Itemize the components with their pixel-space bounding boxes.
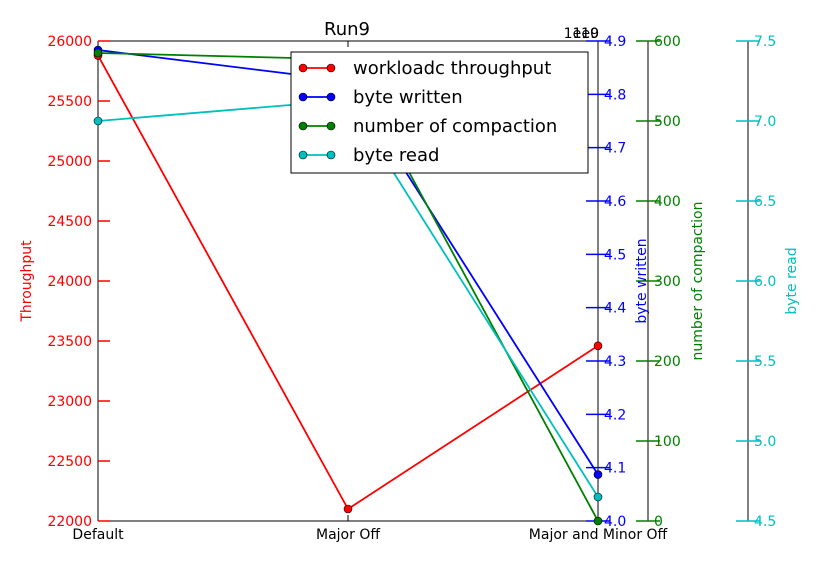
compactions-tick-label: 400 [654, 194, 681, 210]
bytes_read-axis-label: byte read [784, 247, 800, 314]
legend-marker [326, 121, 336, 131]
legend-label: byte read [353, 145, 439, 166]
bytes_read-tick-label: 5.5 [754, 354, 776, 370]
throughput-tick-label: 22000 [47, 514, 92, 530]
legend-label: number of compaction [353, 116, 557, 137]
throughput-tick-label: 25000 [47, 154, 92, 170]
legend-label: byte written [353, 87, 463, 108]
legend-marker [298, 92, 308, 102]
chart-title: Run9 [324, 19, 370, 40]
bytes_written-tick-label: 4.4 [604, 301, 626, 317]
bytes_read-tick-label: 4.5 [754, 514, 776, 530]
throughput-tick-label: 24000 [47, 274, 92, 290]
bytes_written-offset-text: 1e10 [564, 26, 599, 42]
throughput-tick-label: 22500 [47, 454, 92, 470]
data-point [593, 516, 603, 526]
bytes_written-tick-label: 4.0 [604, 514, 626, 530]
compactions-tick-label: 300 [654, 274, 681, 290]
legend-marker [298, 63, 308, 73]
bytes_written-tick-label: 4.1 [604, 461, 626, 477]
legend-marker [326, 92, 336, 102]
compactions-axis-label: number of compaction [690, 202, 706, 361]
legend-label: workloadc throughput [353, 58, 551, 79]
bytes_read-tick-label: 7.5 [754, 34, 776, 50]
bytes_read-tick-label: 6.5 [754, 194, 776, 210]
throughput-axis-label: Throughput [19, 240, 35, 323]
compactions-tick-label: 600 [654, 34, 681, 50]
legend-marker [298, 150, 308, 160]
bytes_written-tick-label: 4.6 [604, 194, 626, 210]
legend-marker [326, 150, 336, 160]
bytes_read-tick-label: 6.0 [754, 274, 776, 290]
bytes_read-tick-label: 7.0 [754, 114, 776, 130]
throughput-tick-label: 26000 [47, 34, 92, 50]
x-tick-label: Major Off [316, 527, 380, 543]
data-point [593, 470, 603, 479]
bytes_read-tick-label: 5.0 [754, 434, 776, 450]
x-tick-label: Default [72, 527, 124, 543]
throughput-tick-label: 24500 [47, 214, 92, 230]
legend-marker [298, 121, 308, 131]
compactions-tick-label: 100 [654, 434, 681, 450]
compactions-tick-label: 200 [654, 354, 681, 370]
bytes_written-tick-label: 4.5 [604, 247, 626, 263]
legend-marker [326, 63, 336, 73]
throughput-tick-label: 25500 [47, 94, 92, 110]
bytes_written-tick-label: 4.2 [604, 407, 626, 423]
x-tick-label: Major and Minor Off [529, 527, 668, 543]
throughput-tick-label: 23000 [47, 394, 92, 410]
bytes_written-tick-label: 4.7 [604, 141, 626, 157]
axes: Default Major Off Major and Minor Off 22000… [19, 26, 800, 543]
legend: workloadc throughput byte written number o… [290, 51, 589, 174]
legend-box [290, 51, 589, 174]
data-point [343, 504, 353, 514]
bytes_read-offset-text: 1e9 [573, 26, 599, 42]
data-point [593, 492, 603, 502]
data-point [593, 341, 603, 351]
bytes_written-tick-label: 4.3 [604, 354, 626, 370]
data-point [93, 48, 103, 58]
compactions-tick-label: 500 [654, 114, 681, 130]
data-point [93, 116, 103, 126]
throughput-tick-label: 23500 [47, 334, 92, 350]
bytes_written-tick-label: 4.9 [604, 34, 626, 50]
bytes_written-tick-label: 4.8 [604, 87, 626, 103]
compactions-tick-label: 0 [654, 514, 663, 530]
